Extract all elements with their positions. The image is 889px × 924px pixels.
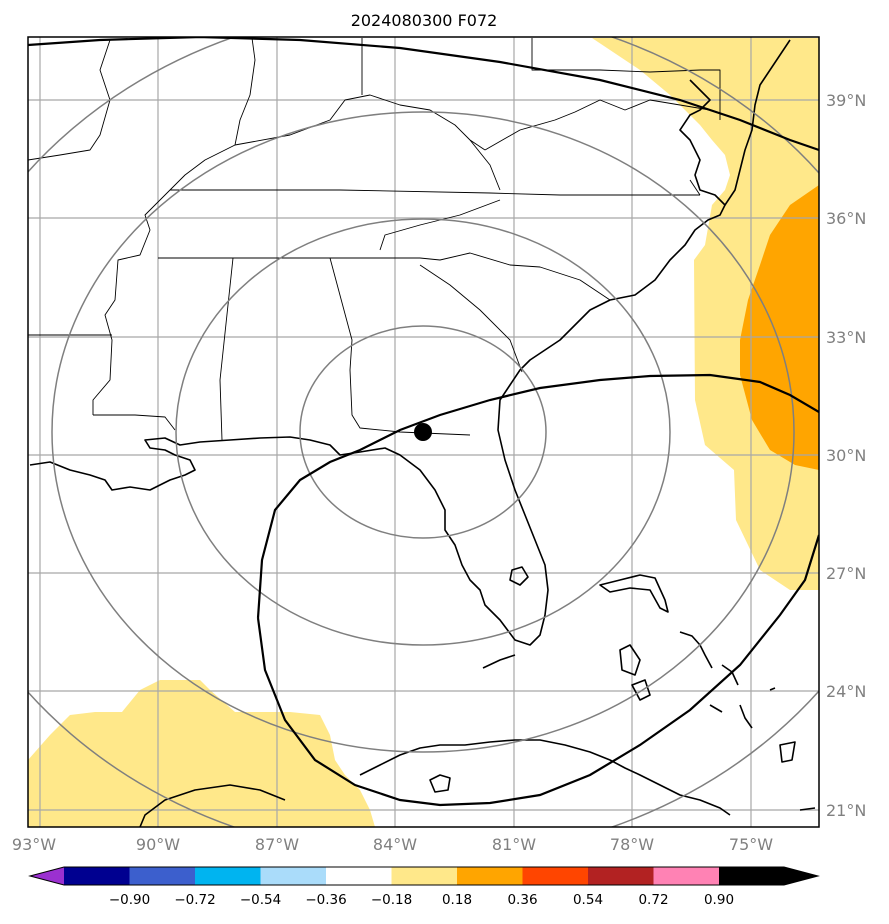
colorbar-tick-label: 0.72 [638, 892, 668, 908]
map-frame [27, 36, 820, 828]
coastlines [29, 39, 816, 827]
colorbar-tick-label: −0.72 [174, 892, 215, 908]
lat-label-33n: 33°N [826, 328, 866, 347]
lon-label-90w: 90°W [136, 835, 180, 854]
lon-label-75w: 75°W [729, 835, 773, 854]
colorbar-segment [326, 867, 392, 885]
lon-label-84w: 84°W [373, 835, 417, 854]
colorbar-tick-label: −0.18 [371, 892, 412, 908]
colorbar-extend-high [719, 867, 818, 885]
colorbar-segment [457, 867, 523, 885]
colorbar-tick-label: −0.90 [109, 892, 150, 908]
lat-label-30n: 30°N [826, 446, 866, 465]
colorbar: −0.90 −0.72 −0.54 −0.36 −0.18 0.18 0.36 … [28, 866, 820, 908]
colorbar-extend-low [30, 867, 64, 885]
lat-label-39n: 39°N [826, 91, 866, 110]
shaded-field-northeast [592, 38, 819, 590]
colorbar-segment [260, 867, 326, 885]
latitude-labels: 39°N 36°N 33°N 30°N 27°N 24°N 21°N [826, 91, 866, 820]
lat-label-27n: 27°N [826, 564, 866, 583]
longitude-labels: 93°W 90°W 87°W 84°W 81°W 78°W 75°W [12, 835, 773, 854]
colorbar-tick-label: 0.90 [704, 892, 734, 908]
colorbar-outline [28, 866, 820, 886]
lon-label-93w: 93°W [12, 835, 56, 854]
colorbar-segment [391, 867, 457, 885]
colorbar-tick-label: 0.54 [573, 892, 603, 908]
shaded-field-southwest [28, 680, 375, 827]
colorbar-tick-label: 0.36 [507, 892, 537, 908]
lat-label-36n: 36°N [826, 209, 866, 228]
colorbar-tick-label: 0.18 [442, 892, 472, 908]
colorbar-tick-label: −0.54 [240, 892, 281, 908]
colorbar-segment [653, 867, 719, 885]
contour-lines [28, 37, 819, 807]
storm-center-marker [414, 423, 432, 441]
colorbar-segment [195, 867, 261, 885]
lon-label-78w: 78°W [610, 835, 654, 854]
colorbar-segment [522, 867, 588, 885]
colorbar-segment [129, 867, 195, 885]
lon-label-81w: 81°W [492, 835, 536, 854]
map-title: 2024080300 F072 [351, 11, 498, 30]
lon-label-87w: 87°W [255, 835, 299, 854]
graticule [28, 37, 819, 827]
colorbar-segment [588, 867, 654, 885]
lat-label-24n: 24°N [826, 682, 866, 701]
lat-label-21n: 21°N [826, 801, 866, 820]
colorbar-segment [64, 867, 130, 885]
colorbar-tick-label: −0.36 [305, 892, 346, 908]
